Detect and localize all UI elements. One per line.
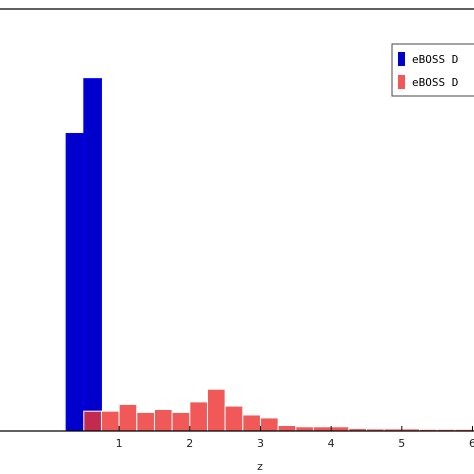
x-tick-label-2: 2 xyxy=(186,437,193,450)
bar-series-2-bin-5 xyxy=(153,408,173,432)
bar-series-2-bin-13 xyxy=(295,426,314,432)
bar-series-2-bin-1 xyxy=(83,410,102,432)
x-axis-label: z xyxy=(257,460,263,473)
legend-box xyxy=(391,43,474,97)
bar-series-2-bin-9 xyxy=(224,405,244,432)
legend-swatch-2 xyxy=(398,75,405,89)
bar-series-1-bin-1 xyxy=(65,132,85,432)
bar-series-2-bin-3 xyxy=(118,403,138,432)
legend: eBOSS D eBOSS D xyxy=(391,43,474,97)
bar-series-2-bin-6 xyxy=(171,411,191,432)
x-tick-label-3: 3 xyxy=(257,437,264,450)
x-tick-label-1: 1 xyxy=(116,437,123,450)
x-tick-label-4: 4 xyxy=(328,437,335,450)
legend-label-1: eBOSS D xyxy=(412,53,458,66)
x-tick-label-6: 6 xyxy=(469,437,474,450)
series-2 xyxy=(83,388,473,432)
bar-series-2-bin-15 xyxy=(330,426,350,432)
bar-series-2-bin-8 xyxy=(206,388,226,432)
bar-series-2-bin-14 xyxy=(312,426,332,432)
bar-series-1-bin-2 xyxy=(83,78,102,432)
bar-series-2-bin-10 xyxy=(242,414,261,432)
legend-label-2: eBOSS D xyxy=(412,76,458,89)
bar-series-2-bin-12 xyxy=(277,425,297,432)
bar-series-2-bin-7 xyxy=(189,401,208,432)
bar-series-2-bin-11 xyxy=(259,417,279,432)
x-tick-label-5: 5 xyxy=(398,437,405,450)
bar-series-2-bin-4 xyxy=(136,411,155,432)
axes: 1 2 3 4 5 6 xyxy=(0,8,474,450)
series-1 xyxy=(65,78,102,432)
bar-series-2-bin-2 xyxy=(100,410,120,432)
plot-area xyxy=(65,78,473,432)
legend-swatch-1 xyxy=(398,52,405,66)
